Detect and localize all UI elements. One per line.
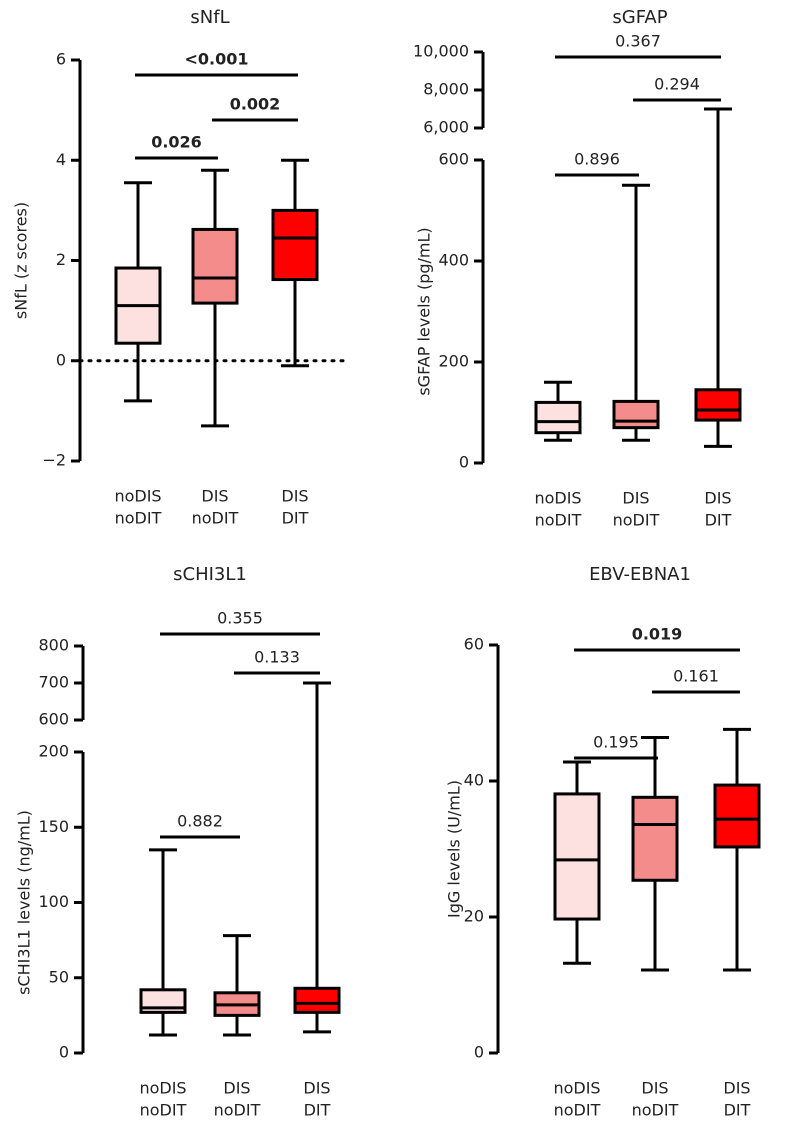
y-tick-label: 200: [38, 742, 69, 761]
y-axis-label: sCHI3L1 levels (ng/mL): [15, 810, 34, 995]
y-tick-label: 0: [459, 453, 469, 472]
x-tick-label: DIS: [201, 487, 228, 506]
p-value: 0.195: [593, 733, 639, 752]
x-tick-label: DIS: [704, 489, 731, 508]
x-tick-label: noDIT: [613, 511, 660, 530]
y-tick-label: 150: [38, 817, 69, 836]
p-value: 0.133: [254, 648, 300, 667]
x-tick-label: noDIS: [139, 1079, 186, 1098]
x-tick-label: noDIT: [192, 509, 239, 528]
x-tick-label: DIS: [223, 1079, 250, 1098]
y-tick-label: 200: [438, 352, 469, 371]
x-tick-label: DIS: [641, 1079, 668, 1098]
p-value: 0.161: [673, 667, 719, 686]
chart-title: sCHI3L1: [173, 564, 247, 585]
x-tick-label: noDIS: [534, 489, 581, 508]
box: [191, 227, 239, 305]
y-tick-label: 400: [438, 251, 469, 270]
p-value: 0.355: [217, 609, 263, 628]
y-axis-label: IgG levels (U/mL): [445, 780, 464, 918]
y-tick-label: 2: [56, 250, 66, 269]
chart-title: EBV-EBNA1: [589, 564, 691, 585]
x-tick-label: noDIT: [554, 1101, 601, 1120]
x-tick-label: noDIS: [553, 1079, 600, 1098]
x-tick-label: DIS: [723, 1079, 750, 1098]
p-value: 0.019: [632, 625, 683, 644]
box: [612, 399, 660, 430]
p-value: <0.001: [184, 50, 248, 69]
box: [293, 986, 341, 1014]
p-value: 0.002: [230, 95, 281, 114]
x-tick-label: noDIS: [114, 487, 161, 506]
box: [694, 388, 742, 422]
y-tick-label: 100: [38, 892, 69, 911]
y-tick-label: 60: [464, 635, 484, 654]
x-tick-label: DIT: [705, 511, 732, 530]
y-tick-label: −2: [42, 451, 66, 470]
x-tick-label: DIS: [303, 1079, 330, 1098]
p-value: 0.896: [574, 150, 620, 169]
p-value: 0.026: [151, 133, 202, 152]
x-tick-label: DIT: [724, 1101, 751, 1120]
box: [553, 792, 601, 921]
p-value: 0.367: [615, 32, 661, 51]
y-tick-label: 700: [38, 673, 69, 692]
x-tick-label: noDIT: [140, 1101, 187, 1120]
y-axis-label: sGFAP levels (pg/mL): [415, 227, 434, 395]
p-value: 0.294: [654, 75, 700, 94]
x-tick-label: DIT: [304, 1101, 331, 1120]
x-tick-label: noDIT: [214, 1101, 261, 1120]
y-tick-label: 50: [49, 967, 69, 986]
x-tick-label: noDIT: [535, 511, 582, 530]
p-value: 0.882: [177, 812, 223, 831]
y-tick-label: 20: [464, 907, 484, 926]
box: [713, 783, 761, 849]
y-tick-label: 0: [56, 350, 66, 369]
y-tick-label: 600: [438, 150, 469, 169]
chart-title: sGFAP: [612, 7, 667, 28]
y-axis-label: sNfL (z scores): [12, 202, 31, 319]
box: [271, 208, 319, 282]
chart-title: sNfL: [190, 7, 229, 28]
x-tick-label: DIS: [281, 487, 308, 506]
y-tick-label: 10,000: [413, 42, 469, 61]
x-tick-label: noDIT: [632, 1101, 679, 1120]
y-tick-label: 800: [38, 636, 69, 655]
box: [631, 795, 679, 882]
y-tick-label: 0: [59, 1043, 69, 1062]
box: [534, 400, 582, 435]
x-tick-label: DIS: [622, 489, 649, 508]
y-tick-label: 4: [56, 150, 66, 169]
x-tick-label: DIT: [282, 509, 309, 528]
y-tick-label: 600: [38, 710, 69, 729]
y-tick-label: 0: [474, 1043, 484, 1062]
y-tick-label: 8,000: [423, 80, 469, 99]
y-tick-label: 40: [464, 771, 484, 790]
y-tick-label: 6,000: [423, 118, 469, 137]
y-tick-label: 6: [56, 50, 66, 69]
x-tick-label: noDIT: [115, 509, 162, 528]
